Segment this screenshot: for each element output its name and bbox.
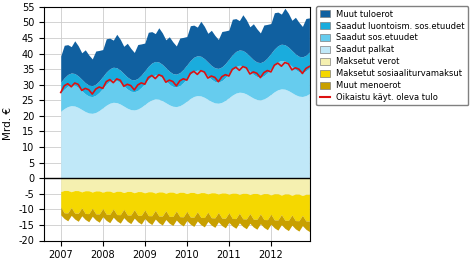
Legend: Muut tuloerot, Saadut luontoism. sos.etuudet, Saadut sos.etuudet, Saadut palkat,: Muut tuloerot, Saadut luontoism. sos.etu… <box>316 6 468 105</box>
Y-axis label: Mrd. €: Mrd. € <box>3 107 13 140</box>
